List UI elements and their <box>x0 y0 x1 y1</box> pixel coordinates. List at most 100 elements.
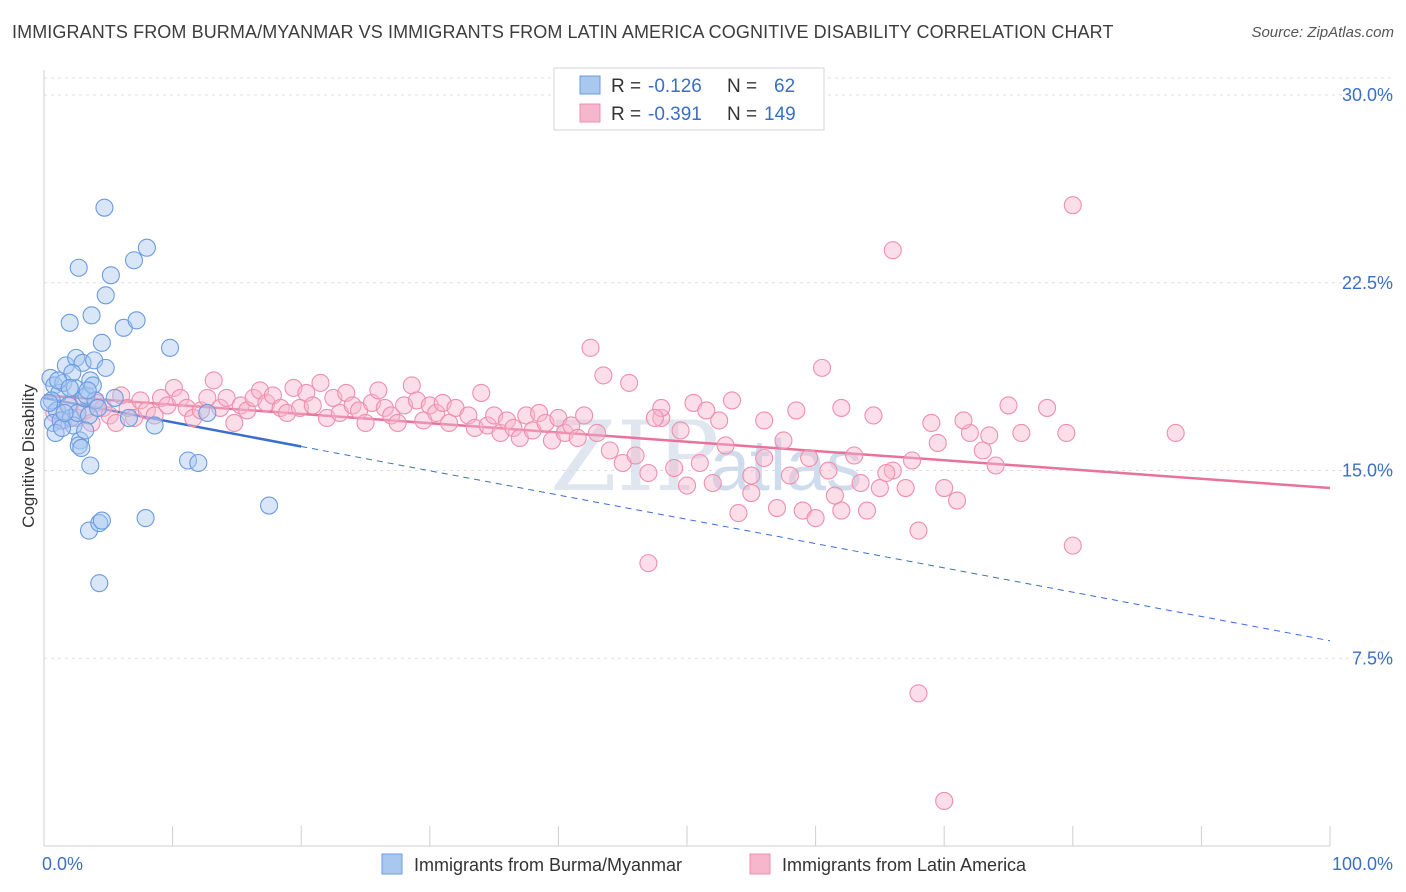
point-burma <box>119 408 138 427</box>
point-latin-america <box>806 509 825 528</box>
point-latin-america <box>767 499 787 518</box>
trend-line-burma-extension <box>301 445 1331 642</box>
legend-r-value-2: -0.391 <box>648 104 702 125</box>
point-burma <box>178 451 198 470</box>
point-latin-america <box>620 373 639 392</box>
point-latin-america <box>217 388 236 407</box>
point-latin-america <box>690 453 709 473</box>
point-latin-america <box>980 426 999 445</box>
x-tick-label-start: 0.0% <box>42 854 83 874</box>
y-tick-label: 7.5% <box>1352 648 1393 668</box>
point-burma <box>63 363 82 382</box>
bottom-legend-label-blue: Immigrants from Burma/Myanmar <box>414 855 682 875</box>
point-latin-america <box>999 396 1018 415</box>
point-latin-america <box>82 413 101 433</box>
point-latin-america <box>716 436 735 455</box>
point-latin-america <box>652 398 671 417</box>
legend-swatch-blue <box>579 75 601 95</box>
point-latin-america <box>402 376 421 395</box>
point-latin-america <box>986 456 1005 475</box>
point-latin-america <box>948 491 967 510</box>
point-latin-america <box>626 446 645 465</box>
point-burma <box>105 388 124 407</box>
point-latin-america <box>568 428 587 448</box>
point-latin-america <box>225 413 244 433</box>
point-burma <box>95 198 114 217</box>
point-latin-america <box>883 241 902 260</box>
point-burma <box>189 453 208 473</box>
point-burma <box>42 391 61 410</box>
point-latin-america <box>774 431 793 450</box>
ticks: 7.5% 15.0% 22.5% 30.0% 0.0% 100.0% <box>42 85 1393 874</box>
point-latin-america <box>928 433 947 453</box>
point-burma <box>81 456 100 475</box>
point-latin-america <box>440 413 459 433</box>
point-latin-america <box>497 411 517 430</box>
legend-n-value-2: 149 <box>764 104 796 125</box>
point-latin-america <box>311 373 330 392</box>
point-burma <box>55 403 74 422</box>
legend-swatch-pink <box>579 103 601 123</box>
point-latin-america <box>710 411 729 430</box>
point-burma <box>96 286 115 305</box>
point-latin-america <box>171 388 190 407</box>
point-burma <box>86 391 105 410</box>
source-label: Source: ZipAtlas.com <box>1251 24 1394 41</box>
point-latin-america <box>703 473 722 493</box>
point-latin-america <box>600 441 619 460</box>
point-burma <box>160 338 180 357</box>
point-latin-america <box>896 478 915 498</box>
legend-n-value-1: 62 <box>774 76 795 97</box>
data-points <box>40 196 1185 810</box>
point-latin-america <box>909 684 928 703</box>
y-axis-title: Cognitive Disability <box>19 384 38 528</box>
point-latin-america <box>832 398 851 417</box>
point-latin-america <box>832 501 851 520</box>
point-latin-america <box>780 466 799 485</box>
point-burma <box>259 496 279 515</box>
point-latin-america <box>825 486 844 505</box>
point-latin-america <box>504 418 523 438</box>
point-latin-america <box>819 461 838 480</box>
point-latin-america <box>755 411 774 430</box>
point-burma <box>92 333 111 352</box>
point-latin-america <box>935 478 954 498</box>
point-latin-america <box>151 388 171 407</box>
point-latin-america <box>594 366 613 385</box>
point-burma <box>76 421 95 440</box>
point-latin-america <box>973 441 992 460</box>
point-latin-america <box>145 406 164 425</box>
point-latin-america <box>870 478 889 498</box>
point-burma <box>60 378 79 397</box>
point-latin-america <box>729 504 748 523</box>
grid <box>44 77 1392 659</box>
bottom-legend-swatch-pink <box>749 853 771 875</box>
point-burma <box>72 438 91 458</box>
point-latin-america <box>184 408 203 427</box>
point-latin-america <box>1063 196 1082 215</box>
point-burma <box>124 251 144 270</box>
legend-n-label-1: N = <box>727 76 757 97</box>
point-burma <box>90 574 109 593</box>
point-burma <box>127 311 146 330</box>
point-burma <box>136 509 155 528</box>
point-latin-america <box>909 521 928 540</box>
point-latin-america <box>665 458 684 478</box>
point-latin-america <box>1038 398 1057 417</box>
bottom-legend-swatch-blue <box>381 853 403 875</box>
point-latin-america <box>427 403 446 422</box>
point-burma <box>69 258 88 277</box>
chart-title: IMMIGRANTS FROM BURMA/MYANMAR VS IMMIGRA… <box>12 22 1114 42</box>
point-burma <box>137 238 156 257</box>
point-latin-america <box>787 401 806 420</box>
point-latin-america <box>388 413 407 433</box>
point-latin-america <box>954 411 973 430</box>
trend-line-latin-america <box>43 394 1331 490</box>
point-burma <box>198 403 217 422</box>
legend: R = -0.126 N = 62 R = -0.391 N = 149 <box>553 67 825 131</box>
point-latin-america <box>164 378 183 397</box>
axes: Cognitive Disability <box>19 70 1330 847</box>
point-latin-america <box>812 358 832 377</box>
point-latin-america <box>177 398 196 417</box>
point-burma <box>60 313 79 332</box>
